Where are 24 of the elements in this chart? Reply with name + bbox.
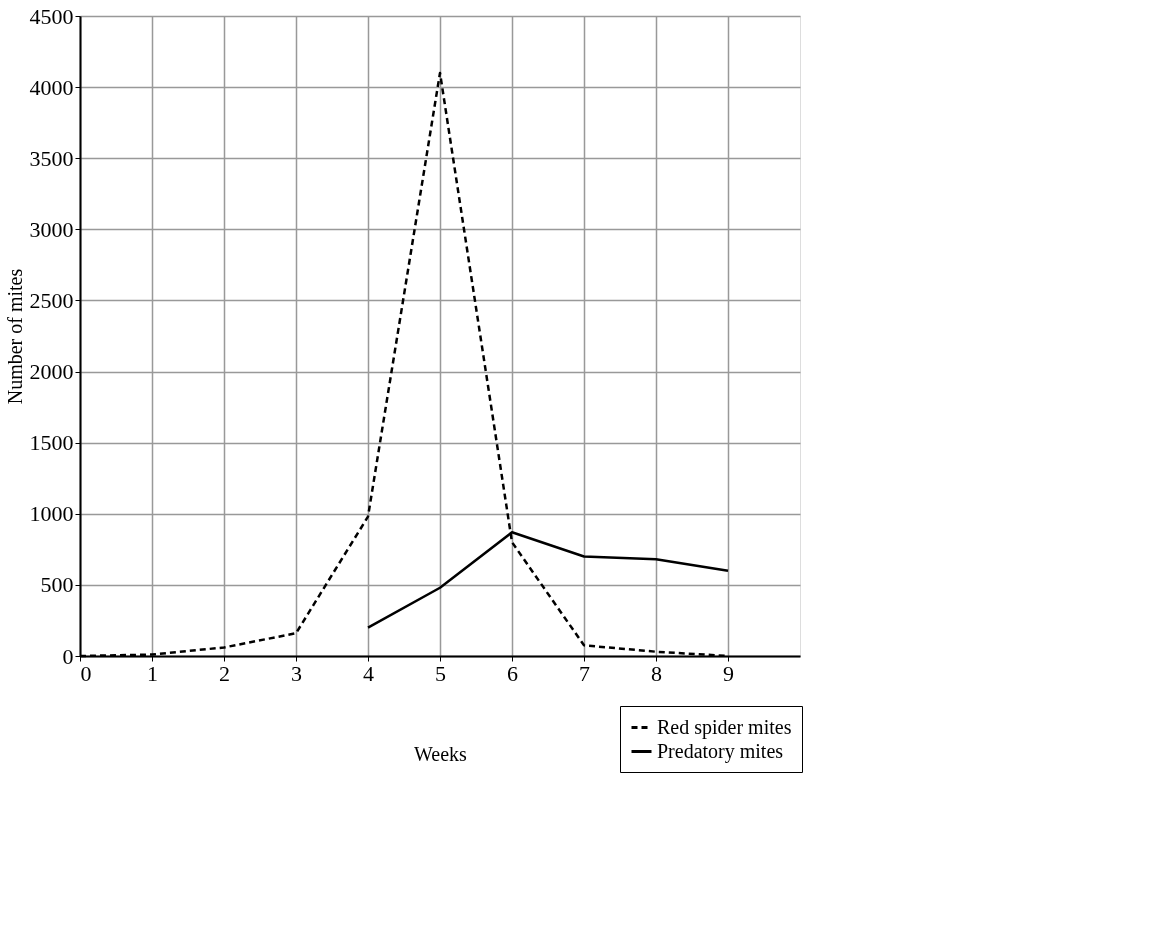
y-tick-label: 1500 xyxy=(29,430,74,456)
legend-label: Red spider mites xyxy=(657,715,792,739)
y-tick-label: 4500 xyxy=(29,3,74,29)
y-tick-label: 3000 xyxy=(29,216,74,242)
x-tick-label: 8 xyxy=(651,660,662,686)
x-axis-title: Weeks xyxy=(414,742,468,765)
x-tick-label: 7 xyxy=(579,660,590,686)
x-tick-label: 5 xyxy=(435,660,446,686)
x-tick-label: 0 xyxy=(80,660,92,686)
y-tick-label: 0 xyxy=(62,643,74,669)
legend-label: Predatory mites xyxy=(657,739,784,763)
y-tick-label: 3500 xyxy=(29,145,74,171)
x-tick-label: 3 xyxy=(291,660,302,686)
x-tick-label: 4 xyxy=(363,660,374,686)
y-tick-label: 500 xyxy=(40,572,74,598)
x-tick-label: 9 xyxy=(723,660,734,686)
y-tick-label: 2000 xyxy=(29,359,74,385)
x-tick-label: 1 xyxy=(147,660,158,686)
y-axis-title: Number of mites xyxy=(3,268,26,405)
x-tick-label: 6 xyxy=(507,660,518,686)
y-tick-label: 2500 xyxy=(29,287,74,313)
x-tick-label: 2 xyxy=(219,660,230,686)
y-tick-label: 4000 xyxy=(29,74,74,100)
y-tick-label: 1000 xyxy=(29,501,74,527)
